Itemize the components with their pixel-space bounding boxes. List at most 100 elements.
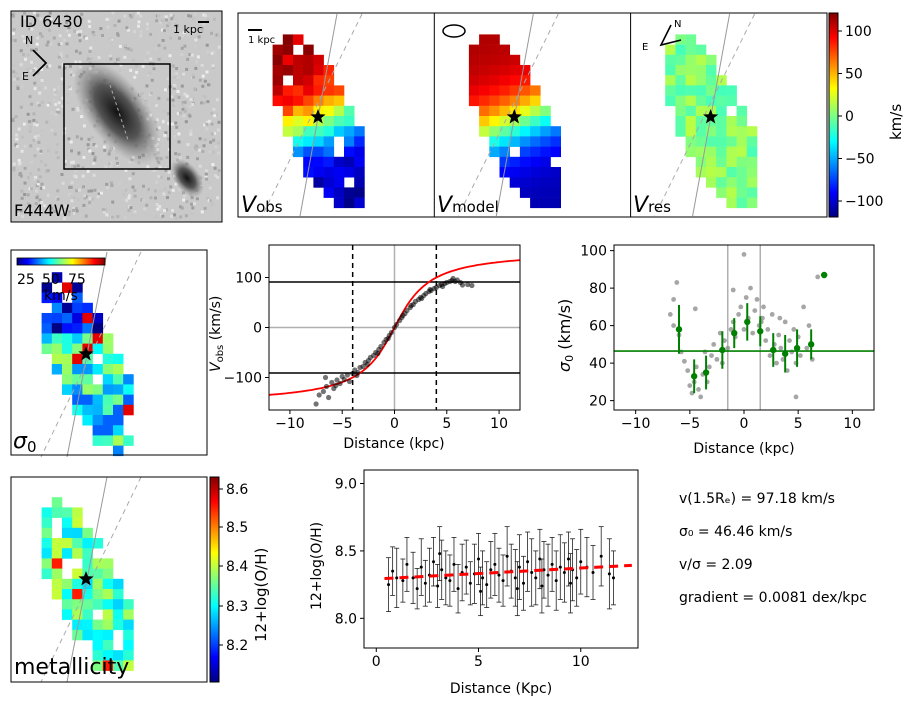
data-point (599, 554, 603, 558)
data-point (540, 584, 544, 588)
data-point (754, 297, 760, 302)
x-tick-label: 0 (740, 416, 749, 432)
data-point (354, 372, 360, 379)
data-point (711, 342, 717, 347)
metallicity-map-panel: metallicity 8.6 8.5 8.4 8.3 8.2 12+log(O… (10, 476, 270, 683)
data-point (815, 274, 821, 280)
binned-point (719, 346, 726, 354)
binned-point (793, 344, 801, 352)
velocity-maps-frame (237, 12, 828, 218)
vmodel-map (457, 13, 561, 217)
data-point (337, 380, 343, 387)
x-tick-label: 0 (372, 654, 381, 670)
data-point (375, 350, 381, 357)
y-tick-label: 0 (253, 321, 262, 337)
binned-point (781, 350, 789, 357)
data-point (423, 581, 427, 585)
velocity-maps: 1 kpc N E Vobs Vmodel Vres (237, 12, 828, 218)
data-point (738, 304, 744, 310)
data-point (698, 394, 704, 400)
metallicity-map (40, 476, 142, 683)
compass-n-label: N (25, 34, 33, 47)
binned-point (690, 373, 698, 380)
dispersion-ylabel: σ0 (km/s) (555, 299, 576, 372)
data-point (741, 327, 747, 332)
data-point (344, 372, 350, 378)
data-point (323, 383, 330, 390)
cutout-box (63, 63, 171, 170)
y-tick-label: 9.0 (335, 476, 357, 492)
data-point (741, 252, 747, 257)
mcb-tick: 8.5 (226, 520, 248, 536)
data-point (777, 315, 783, 321)
velocity-colorbar-bar (828, 12, 839, 218)
data-point (667, 312, 673, 317)
dispersion-chart: −10 −5 0 5 10 20 40 60 80 100 Distance (kpc) σ0 (… (555, 244, 875, 457)
rotation-curve-xlabel: Distance (kpc) (343, 436, 444, 452)
data-point (468, 581, 472, 585)
compass-e-label: E (22, 70, 29, 83)
center-star-icon (78, 346, 94, 361)
rotation-curve-chart: −10 −5 0 5 10 −100 0 100 Distance (kpc) Vobs (k… (208, 244, 521, 452)
data-point (320, 388, 326, 395)
data-point (801, 304, 806, 310)
data-point (438, 552, 442, 556)
data-point (778, 345, 784, 351)
data-point (714, 357, 720, 362)
data-point (534, 576, 538, 580)
x-tick-label: 0 (390, 416, 399, 432)
center-star-icon (506, 109, 522, 124)
x-tick-label: −5 (332, 416, 353, 432)
data-point (346, 378, 353, 385)
metallicity-map-frame (10, 476, 208, 683)
rotation-curve-axes: −10 −5 0 5 10 −100 0 100 (224, 271, 508, 433)
vmap-compass-icon (659, 24, 682, 47)
data-point (489, 568, 493, 572)
vobs-label: Vobs (241, 193, 283, 218)
data-point (329, 379, 335, 386)
metallicity-gradient-chart: 0 5 10 8.0 8.5 9.0 Distance (Kpc) 12+log(O/H) (309, 469, 639, 697)
data-point (671, 297, 676, 302)
data-point (360, 363, 366, 370)
y-tick-label: 60 (589, 319, 607, 335)
minor-axis-line (40, 476, 142, 683)
data-point (459, 282, 466, 288)
data-point (526, 560, 530, 564)
mcb-tick: 8.2 (226, 638, 248, 654)
mcb-tick: 8.3 (226, 599, 248, 615)
data-point (787, 338, 792, 343)
data-point (408, 302, 414, 309)
data-point (709, 353, 714, 358)
gradient-fit-line (384, 563, 632, 581)
sigma-map-frame (10, 249, 208, 456)
vcb-tick: 100 (845, 24, 872, 40)
binned-point (757, 328, 764, 335)
data-point (385, 335, 391, 342)
data-point (427, 286, 433, 293)
y-tick-label: 40 (589, 356, 607, 372)
x-tick-label: 5 (474, 654, 483, 670)
data-point (316, 392, 322, 398)
compass-icon (32, 49, 48, 77)
data-point (493, 562, 497, 566)
data-point (546, 573, 550, 577)
data-point (671, 323, 676, 328)
data-point (469, 282, 475, 289)
data-point (774, 360, 779, 366)
minor-axis-line (40, 251, 142, 458)
data-point (687, 383, 693, 388)
galaxy-main-blob (72, 59, 162, 165)
galaxy-companion-blob (170, 158, 204, 198)
stat-vsigma: v/σ = 2.09 (679, 557, 753, 573)
data-point (501, 579, 505, 583)
center-star-icon (310, 109, 326, 124)
center-star-icon (703, 109, 719, 124)
velocity-colorbar: 100 50 0 −50 −100 km/s (828, 12, 905, 218)
metallicity-gradient-plot (384, 526, 632, 617)
y-tick-label: 8.0 (335, 611, 357, 627)
data-point (804, 345, 810, 351)
data-point (806, 323, 812, 328)
data-point (750, 330, 756, 336)
data-point (696, 387, 701, 392)
